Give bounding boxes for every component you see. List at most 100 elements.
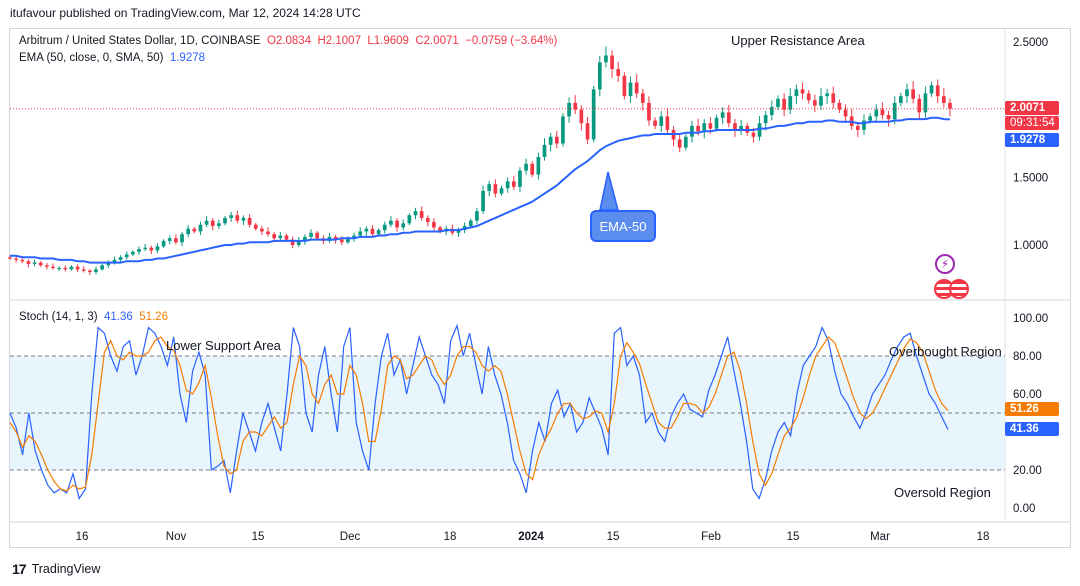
candle-body — [468, 220, 473, 227]
ema-label: EMA (50, close, 0, SMA, 50) — [19, 52, 164, 64]
stoch-d-value: 51.26 — [139, 311, 168, 323]
candle-body — [290, 239, 295, 245]
price-tick-label: 1.5000 — [1013, 172, 1048, 184]
candle-body — [278, 235, 283, 239]
candle-body — [604, 55, 608, 63]
lightning-event-icon[interactable]: ⚡ — [935, 254, 955, 274]
candle-body — [905, 89, 909, 97]
candle-body — [413, 211, 418, 216]
candle-body — [499, 188, 504, 194]
candle-body — [401, 223, 406, 228]
candle-body — [186, 228, 191, 235]
candle-body — [253, 224, 258, 229]
candle-body — [739, 125, 743, 130]
candle-body — [935, 85, 940, 97]
candle-body — [235, 215, 240, 221]
candle-body — [794, 89, 799, 97]
candle-body — [389, 220, 393, 225]
stoch-tick-label: 80.00 — [1013, 351, 1042, 363]
candle-body — [567, 102, 571, 117]
candle-body — [63, 268, 68, 270]
time-tick-label: 2024 — [518, 531, 544, 543]
candle-body — [825, 93, 829, 97]
candle-body — [561, 116, 565, 144]
candle-body — [192, 228, 197, 232]
candle-body — [683, 136, 688, 148]
candle-body — [161, 240, 166, 247]
candle-body — [370, 228, 375, 235]
candle-body — [806, 93, 811, 101]
candle-body — [272, 234, 277, 239]
candle-body — [892, 102, 897, 120]
candle-body — [94, 269, 98, 273]
candle-body — [505, 181, 510, 189]
candle-body — [432, 221, 436, 228]
candle-body — [788, 96, 793, 110]
candle-body — [524, 163, 528, 171]
time-tick-label: 16 — [76, 531, 89, 543]
time-tick-label: Feb — [701, 531, 721, 543]
candle-body — [481, 190, 485, 212]
open-value: O2.0834 — [266, 35, 312, 47]
candle-body — [831, 93, 836, 103]
ema-legend: EMA (50, close, 0, SMA, 50) 1.9278 — [19, 52, 205, 64]
candle-body — [690, 125, 694, 137]
candle-body — [247, 217, 252, 225]
stoch-tick-label: 20.00 — [1013, 465, 1042, 477]
candle-body — [677, 139, 682, 148]
candle-body — [929, 85, 934, 94]
candle-body — [579, 109, 584, 124]
us-flag-event-icon-2[interactable] — [949, 279, 969, 299]
change-value: −0.0759 (−3.64%) — [465, 35, 558, 47]
oversold-annotation: Oversold Region — [894, 485, 991, 500]
stoch-k-line — [9, 323, 949, 500]
candle-body — [296, 240, 301, 245]
candle-body — [8, 257, 12, 259]
candle-body — [26, 261, 31, 264]
candle-body — [155, 246, 160, 251]
candle-body — [315, 232, 320, 239]
candle-body — [948, 102, 952, 109]
candle-body — [530, 163, 535, 175]
candle-body — [696, 125, 700, 132]
ema-callout: EMA-50 — [590, 210, 656, 242]
candle-body — [868, 116, 872, 121]
time-tick-label: Dec — [340, 531, 361, 543]
candle-body — [763, 115, 768, 124]
candle-body — [364, 228, 369, 232]
candle-body — [714, 117, 719, 129]
candle-body — [14, 258, 18, 260]
candle-body — [536, 157, 541, 175]
stoch-tick-label: 100.00 — [1013, 313, 1048, 325]
candle-body — [376, 230, 381, 235]
candle-body — [106, 262, 111, 266]
candle-body — [198, 224, 203, 232]
candle-body — [210, 220, 215, 227]
candle-body — [75, 266, 80, 270]
candle-body — [769, 106, 774, 116]
stoch-k-value: 41.36 — [104, 311, 133, 323]
candle-body — [223, 217, 227, 224]
candle-body — [137, 249, 141, 252]
candle-body — [112, 259, 117, 263]
candle-body — [634, 82, 639, 94]
candle-body — [659, 116, 664, 126]
main-legend: Arbitrum / United States Dollar, 1D, COI… — [19, 35, 557, 47]
candle-body — [622, 75, 627, 97]
candle-body — [886, 115, 891, 120]
price-tick-label: 2.5000 — [1013, 37, 1048, 49]
footer-brand: TradingView — [31, 562, 101, 576]
candle-body — [757, 123, 762, 137]
candle-body — [597, 62, 602, 90]
upper-resistance-annotation: Upper Resistance Area — [731, 33, 865, 48]
tradingview-logo-icon: 17 — [12, 561, 27, 577]
candle-body — [284, 235, 289, 240]
candle-body — [708, 123, 713, 129]
stoch-legend: Stoch (14, 1, 3) 41.36 51.26 — [19, 311, 168, 323]
lower-support-annotation: Lower Support Area — [166, 338, 281, 353]
stoch-tick-label: 0.00 — [1013, 503, 1035, 515]
candle-body — [819, 96, 823, 106]
candle-body — [45, 265, 49, 267]
candle-body — [309, 232, 313, 237]
